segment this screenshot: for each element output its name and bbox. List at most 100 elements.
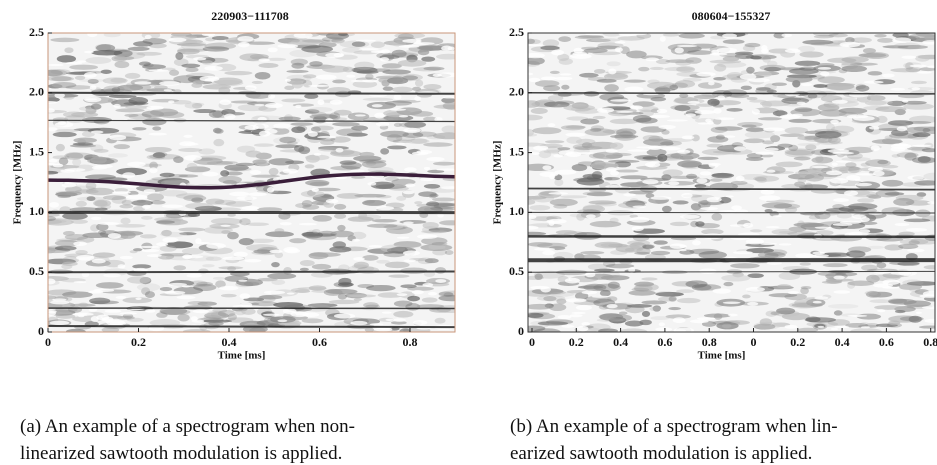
texture-streak — [312, 228, 321, 234]
texture-streak — [543, 85, 561, 92]
texture-highlight — [164, 290, 186, 295]
texture-streak — [299, 267, 309, 271]
texture-highlight — [420, 177, 434, 182]
texture-streak — [763, 249, 788, 256]
texture-highlight — [219, 99, 231, 106]
texture-streak — [133, 248, 143, 252]
texture-streak — [574, 35, 605, 40]
texture-highlight — [696, 177, 708, 184]
texture-streak — [653, 88, 676, 92]
texture-highlight — [183, 154, 202, 161]
texture-streak — [571, 164, 588, 172]
texture-streak — [337, 282, 354, 287]
texture-streak — [843, 146, 875, 154]
texture-highlight — [325, 52, 344, 58]
texture-streak — [826, 83, 856, 87]
texture-streak — [48, 93, 57, 99]
texture-streak — [528, 114, 543, 121]
texture-highlight — [396, 293, 408, 297]
texture-streak — [794, 107, 813, 113]
texture-highlight — [403, 221, 414, 225]
texture-streak — [245, 222, 270, 226]
texture-streak — [749, 99, 767, 103]
texture-highlight — [548, 219, 555, 226]
texture-streak — [184, 102, 203, 109]
texture-streak — [845, 162, 857, 168]
texture-highlight — [610, 170, 620, 176]
texture-streak — [52, 131, 77, 138]
texture-highlight — [528, 214, 537, 219]
texture-highlight — [605, 185, 623, 189]
texture-streak — [332, 121, 360, 127]
texture-highlight — [905, 227, 928, 232]
texture-highlight — [907, 175, 925, 181]
texture-highlight — [548, 192, 569, 195]
texture-streak — [528, 199, 536, 205]
texture-highlight — [755, 151, 774, 155]
texture-streak — [897, 93, 925, 99]
texture-streak — [74, 75, 86, 81]
texture-highlight — [168, 100, 175, 104]
texture-highlight — [873, 170, 885, 177]
texture-highlight — [708, 81, 715, 86]
texture-highlight — [564, 277, 580, 284]
texture-streak — [141, 287, 151, 296]
texture-streak — [877, 159, 889, 165]
texture-streak — [432, 249, 448, 256]
texture-streak — [392, 73, 423, 82]
texture-streak — [884, 192, 905, 196]
texture-streak — [159, 245, 177, 252]
texture-streak — [530, 46, 560, 53]
texture-highlight — [87, 33, 98, 38]
texture-highlight — [115, 295, 127, 299]
texture-streak — [286, 69, 309, 73]
texture-streak — [121, 199, 133, 206]
texture-streak — [528, 195, 547, 200]
texture-streak — [544, 140, 565, 144]
texture-streak — [336, 193, 364, 199]
texture-streak — [553, 251, 574, 260]
texture-streak — [528, 312, 544, 318]
texture-streak — [302, 204, 320, 210]
texture-streak — [351, 175, 366, 179]
texture-streak — [740, 173, 768, 181]
texture-highlight — [681, 192, 693, 199]
texture-streak — [69, 303, 96, 307]
texture-highlight — [761, 48, 769, 54]
texture-highlight — [833, 290, 851, 294]
texture-streak — [424, 258, 439, 264]
texture-highlight — [801, 83, 813, 87]
texture-streak — [183, 194, 207, 202]
texture-streak — [328, 299, 360, 305]
caption-line: earized sawtooth modulation is applied. — [510, 443, 812, 464]
texture-streak — [290, 122, 314, 126]
texture-highlight — [283, 246, 299, 253]
texture-streak — [846, 250, 866, 258]
texture-streak — [580, 118, 600, 125]
texture-streak — [721, 274, 751, 282]
texture-highlight — [308, 84, 330, 87]
texture-streak — [638, 66, 650, 72]
texture-streak — [602, 260, 616, 267]
texture-streak — [212, 308, 228, 313]
texture-highlight — [358, 48, 379, 51]
texture-highlight — [49, 320, 70, 326]
texture-streak — [238, 237, 254, 246]
texture-highlight — [435, 279, 447, 283]
texture-streak — [278, 116, 301, 121]
texture-streak — [351, 41, 366, 47]
texture-highlight — [812, 251, 825, 255]
texture-streak — [836, 212, 852, 219]
texture-streak — [652, 305, 661, 312]
texture-streak — [176, 43, 206, 47]
texture-streak — [391, 86, 413, 93]
texture-streak — [773, 203, 801, 210]
texture-streak — [402, 75, 419, 81]
texture-streak — [160, 308, 191, 315]
texture-streak — [387, 145, 407, 150]
texture-streak — [57, 191, 83, 196]
texture-highlight — [727, 313, 738, 317]
texture-highlight — [690, 319, 709, 324]
texture-streak — [827, 57, 857, 64]
texture-highlight — [629, 216, 650, 223]
